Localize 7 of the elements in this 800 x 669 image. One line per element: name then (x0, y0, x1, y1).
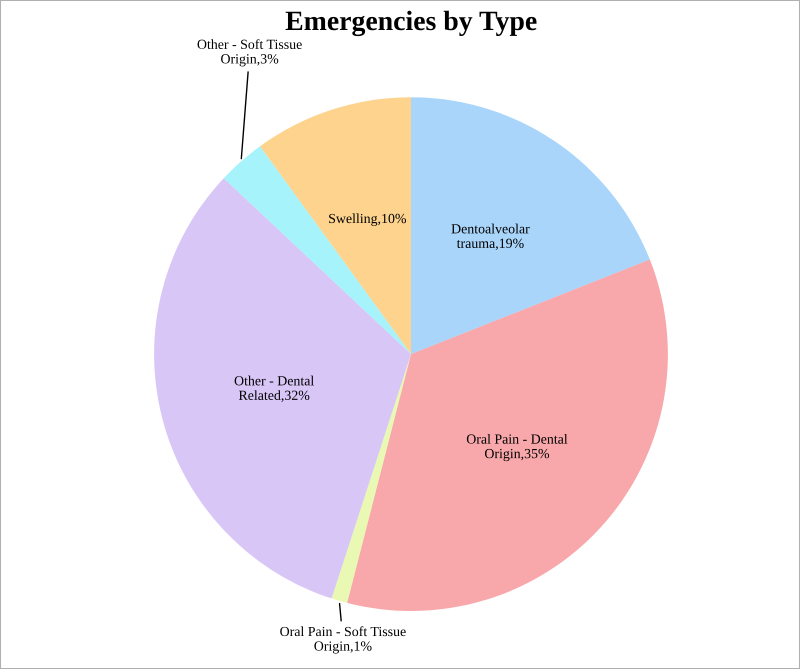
slice-label: Oral Pain - Soft Tissue Origin,1% (280, 626, 406, 654)
slice-label: Oral Pain - Dental Origin,35% (466, 434, 568, 462)
slice-label: Dentoalveolar trauma,19% (451, 224, 530, 250)
slice-label: Other - Dental Related,32% (234, 376, 314, 402)
slice-label: Swelling,10% (329, 213, 406, 226)
slice-label: Other - Soft Tissue Origin,3% (198, 39, 302, 66)
chart-title: Emergencies by Type (286, 10, 537, 36)
